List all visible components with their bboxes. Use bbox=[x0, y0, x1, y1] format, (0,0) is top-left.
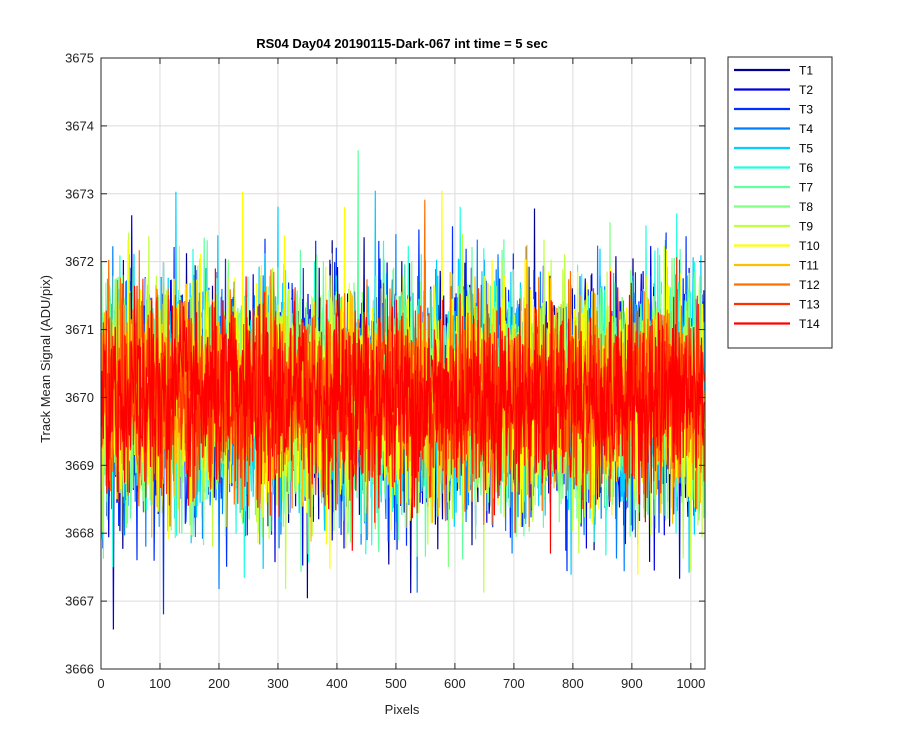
legend-label-t13: T13 bbox=[799, 298, 820, 312]
legend-label-t10: T10 bbox=[799, 239, 820, 253]
x-tick-label: 1000 bbox=[676, 676, 705, 691]
x-tick-label: 200 bbox=[208, 676, 230, 691]
legend-label-t7: T7 bbox=[799, 181, 813, 195]
legend-label-t11: T11 bbox=[799, 259, 819, 273]
x-axis-label: Pixels bbox=[385, 702, 420, 717]
x-tick-label: 800 bbox=[562, 676, 584, 691]
axes: 0 100 200 300 400 500 600 700 800 900 1000 3666 3667… bbox=[65, 51, 706, 691]
x-tick-label: 500 bbox=[385, 676, 407, 691]
legend-box bbox=[727, 56, 833, 349]
x-tick-label: 0 bbox=[97, 676, 104, 691]
x-tick-label: 900 bbox=[621, 676, 643, 691]
y-tick-label: 3666 bbox=[65, 662, 94, 677]
y-tick-label: 3675 bbox=[65, 51, 94, 66]
chart-title: RS04 Day04 20190115-Dark-067 int time = … bbox=[256, 36, 548, 51]
legend-label-t6: T6 bbox=[799, 161, 813, 175]
legend-label-t9: T9 bbox=[799, 220, 813, 234]
x-tick-label: 700 bbox=[503, 676, 525, 691]
series-line-t14 bbox=[101, 265, 705, 554]
x-tick-label: 300 bbox=[267, 676, 289, 691]
y-axis-label: Track Mean Signal (ADU/pix) bbox=[38, 275, 53, 443]
y-tick-label: 3668 bbox=[65, 526, 94, 541]
legend-label-t4: T4 bbox=[799, 122, 813, 136]
plot-frame bbox=[100, 57, 706, 670]
legend: T1 T2 T3 T4 T5 T6 T7 T8 T9 T10 T11 T12 T13 T14 bbox=[727, 56, 833, 349]
plot-lines bbox=[101, 150, 705, 630]
x-tick-label: 400 bbox=[326, 676, 348, 691]
legend-label-t8: T8 bbox=[799, 200, 813, 214]
y-tick-label: 3671 bbox=[65, 322, 94, 337]
y-tick-label: 3670 bbox=[65, 390, 94, 405]
x-tick-label: 100 bbox=[149, 676, 171, 691]
legend-label-t5: T5 bbox=[799, 142, 813, 156]
y-tick-label: 3674 bbox=[65, 118, 94, 133]
y-tick-label: 3673 bbox=[65, 186, 94, 201]
legend-label-t12: T12 bbox=[799, 278, 820, 292]
y-tick-label: 3669 bbox=[65, 458, 94, 473]
x-tick-label: 600 bbox=[444, 676, 466, 691]
legend-label-t14: T14 bbox=[799, 317, 820, 331]
legend-label-t1: T1 bbox=[799, 64, 813, 78]
legend-label-t2: T2 bbox=[799, 83, 813, 97]
legend-label-t3: T3 bbox=[799, 103, 813, 117]
y-tick-label: 3667 bbox=[65, 594, 94, 609]
y-tick-label: 3672 bbox=[65, 254, 94, 269]
